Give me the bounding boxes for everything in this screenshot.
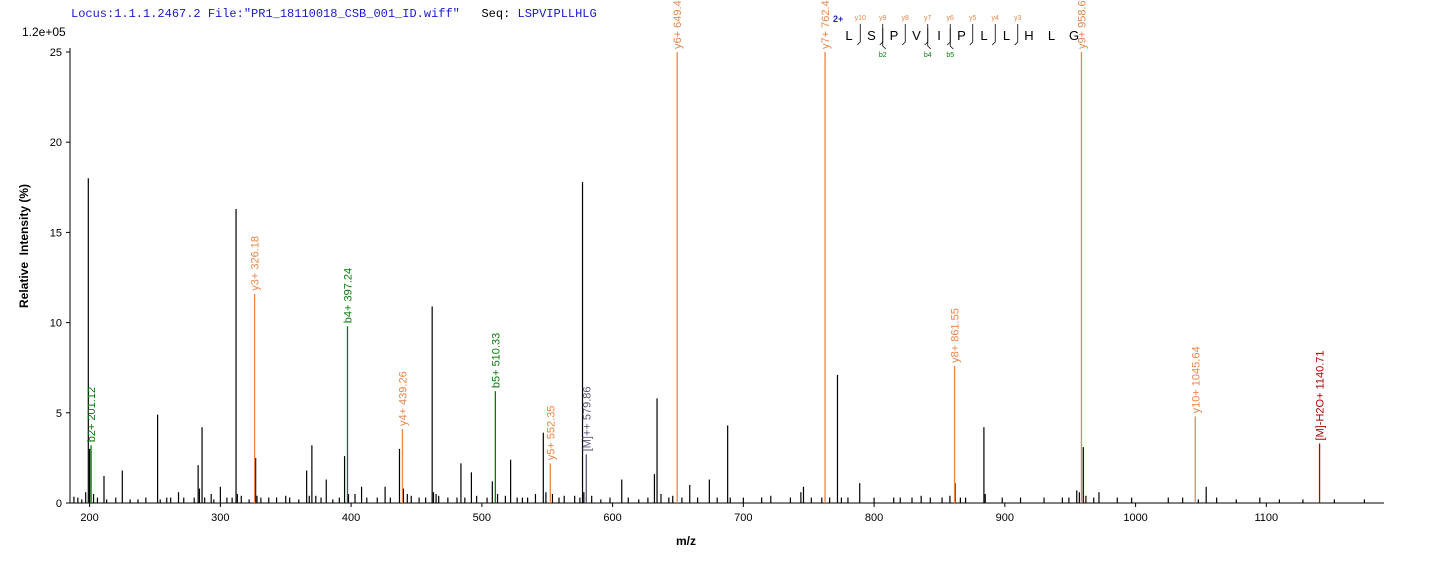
b-ion-marker: b4 bbox=[924, 52, 932, 59]
residue-letter: L bbox=[980, 28, 987, 43]
residue-letter: L bbox=[845, 28, 852, 43]
y-ion-marker: y4 bbox=[992, 15, 1000, 22]
x-tick-label: 900 bbox=[996, 512, 1014, 524]
residue-letter: L bbox=[1003, 28, 1010, 43]
x-tick-label: 200 bbox=[80, 512, 98, 524]
residue-letter: V bbox=[912, 28, 921, 43]
x-tick-label: 300 bbox=[211, 512, 229, 524]
cleavage-mark bbox=[1014, 24, 1019, 46]
cleavage-mark bbox=[927, 28, 932, 50]
x-tick-label: 1100 bbox=[1255, 512, 1279, 524]
peak-label: y9+ 958.61 bbox=[1076, 0, 1088, 49]
residue-letter: L bbox=[1048, 28, 1055, 43]
y-ion-marker: y5 bbox=[969, 15, 977, 22]
residue-letter: I bbox=[937, 28, 941, 43]
annotated-peaks: b2+ 201.12 y3+ 326.18 b4+ 397.24 y4+ 439.26… bbox=[86, 0, 1327, 503]
cleavage-mark bbox=[882, 28, 887, 50]
spectrum-header: Locus:1.1.1.2467.2 File:"PR1_18110018_CS… bbox=[71, 7, 597, 21]
y-ion-marker: y7 bbox=[924, 15, 932, 22]
peak-label: b5+ 510.33 bbox=[490, 333, 502, 388]
peak-series bbox=[73, 178, 1365, 503]
peak-label: y8+ 861.55 bbox=[950, 308, 962, 363]
y-ion-marker: y10 bbox=[855, 15, 866, 22]
charge-label: 2+ bbox=[833, 14, 843, 24]
x-axis-label: m/z bbox=[676, 534, 696, 548]
cleavage-mark bbox=[946, 24, 951, 46]
peak-label: [M]-H2O+ 1140.71 bbox=[1315, 350, 1327, 440]
residue-letter: P bbox=[957, 28, 966, 43]
residue-letter: P bbox=[890, 28, 899, 43]
y-tick-label: 5 bbox=[56, 408, 62, 420]
cleavage-mark bbox=[901, 24, 906, 46]
y-tick-label: 25 bbox=[50, 47, 62, 59]
x-tick-label: 500 bbox=[473, 512, 491, 524]
y-ion-marker: y6 bbox=[947, 15, 955, 22]
seq-label: Seq: bbox=[481, 7, 511, 21]
intensity-scale-label: 1.2e+05 bbox=[22, 25, 66, 39]
b-ion-marker: b5 bbox=[946, 52, 954, 59]
cleavage-mark bbox=[879, 24, 884, 46]
y-tick-label: 20 bbox=[50, 137, 62, 149]
cleavage-mark bbox=[991, 24, 996, 46]
residue-letter: G bbox=[1069, 28, 1079, 43]
chart-axes: 0 5 10 15 20 25 200 300 400 500 600 700 800 900 1000 11… bbox=[50, 47, 1384, 524]
residue-letter: H bbox=[1024, 28, 1033, 43]
peak-label: b2+ 201.12 bbox=[86, 387, 98, 442]
y-ion-marker: y8 bbox=[902, 15, 910, 22]
peak-label: y6+ 649.40 bbox=[672, 0, 684, 49]
peak-label: y10+ 1045.64 bbox=[1190, 346, 1202, 413]
cleavage-mark bbox=[924, 24, 929, 46]
x-tick-label: 1000 bbox=[1123, 512, 1147, 524]
peak-label: y3+ 326.18 bbox=[250, 236, 262, 291]
y-tick-label: 0 bbox=[56, 498, 62, 510]
x-tick-label: 600 bbox=[603, 512, 621, 524]
peak-label: y4+ 439.26 bbox=[397, 371, 409, 426]
peak-label: y5+ 552.35 bbox=[545, 406, 557, 461]
peak-label: y7+ 762.48 bbox=[820, 0, 832, 49]
file-text: File:"PR1_18110018_CSB_001_ID.wiff" bbox=[207, 7, 460, 21]
peak-label: b4+ 397.24 bbox=[342, 268, 354, 323]
y-ion-marker: y9 bbox=[879, 15, 887, 22]
cleavage-mark bbox=[856, 24, 861, 46]
b-ion-marker: b2 bbox=[879, 52, 887, 59]
y-ion-marker: y3 bbox=[1014, 15, 1022, 22]
x-tick-label: 700 bbox=[734, 512, 752, 524]
x-tick-label: 400 bbox=[342, 512, 360, 524]
residue-letter: S bbox=[867, 28, 876, 43]
y-tick-label: 10 bbox=[50, 318, 62, 330]
y-tick-label: 15 bbox=[50, 227, 62, 239]
peak-label: [M]++ 579.86 bbox=[581, 386, 593, 451]
locus-text: Locus:1.1.1.2467.2 bbox=[71, 7, 201, 21]
x-tick-label: 800 bbox=[865, 512, 883, 524]
cleavage-mark bbox=[949, 28, 954, 50]
y-axis-label: Relative Intensity (%) bbox=[17, 184, 31, 308]
cleavage-mark bbox=[969, 24, 974, 46]
seq-value: LSPVIPLLHLG bbox=[517, 7, 597, 21]
